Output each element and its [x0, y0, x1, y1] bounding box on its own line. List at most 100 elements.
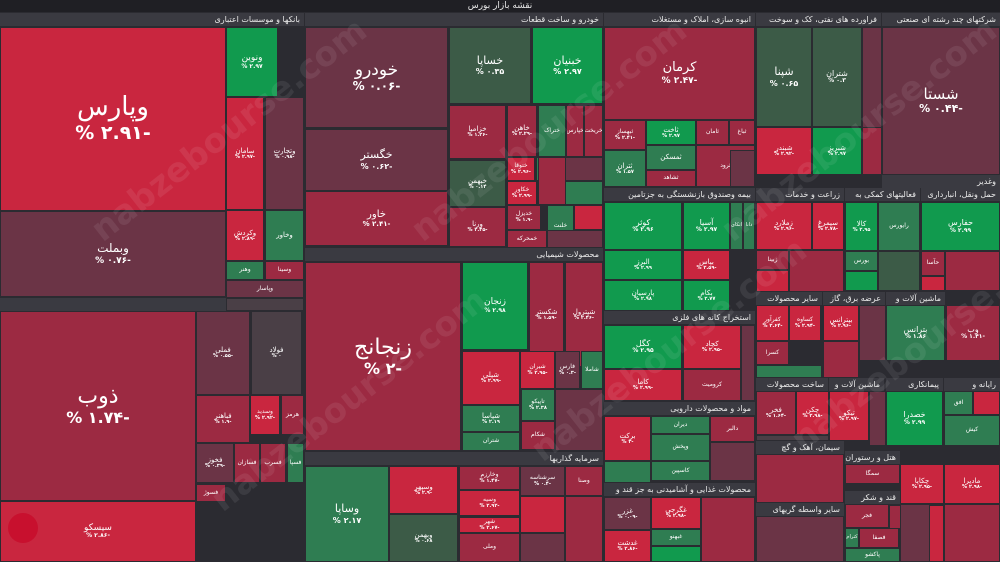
treemap-tile[interactable]: بترانس ۱.۸۶ % [886, 305, 945, 361]
treemap-tile[interactable]: خمحرکه [507, 230, 547, 248]
treemap-tile[interactable]: شکام [521, 421, 555, 450]
treemap-tile[interactable]: اتکای [730, 202, 743, 250]
treemap-tile[interactable]: ثامان [696, 120, 729, 145]
treemap-tile[interactable]: پارسیان ۲.۹۸ % [604, 280, 682, 311]
treemap-tile[interactable]: شکستر -۱.۵۹ % [529, 262, 564, 367]
treemap-tile[interactable]: زنجان ۲.۹۸ % [462, 262, 528, 350]
treemap-tile[interactable]: برکت -۳ % [604, 416, 651, 461]
treemap-tile[interactable]: وبملت -۰.۷۶ % [0, 211, 226, 297]
treemap-tile[interactable]: دالبر [710, 416, 755, 442]
treemap-cell[interactable] [565, 496, 603, 562]
treemap-tile[interactable]: کگل ۲.۹۵ % [604, 325, 682, 369]
treemap-tile[interactable]: فارس -۰.۳ % [555, 351, 580, 389]
treemap-tile[interactable]: فجر [845, 504, 889, 528]
treemap-tile[interactable]: ذوب -۱.۷۴ % [0, 311, 196, 501]
treemap-cell[interactable] [710, 442, 755, 481]
treemap-tile[interactable]: ختوقا -۲.۹۶ % [507, 157, 535, 181]
treemap-cell[interactable] [520, 533, 565, 562]
treemap-cell[interactable] [756, 270, 789, 292]
treemap-tile[interactable]: فخر -۱.۶۴ % [756, 391, 796, 435]
treemap-tile[interactable]: شبندر -۲.۹۲ % [756, 127, 812, 175]
treemap-cell[interactable] [756, 435, 829, 441]
treemap-cell[interactable] [945, 251, 1000, 291]
treemap-tile[interactable]: ورنا -۲.۴۵ % [449, 207, 506, 247]
treemap-tile[interactable]: ثباغ [729, 120, 755, 145]
treemap-tile[interactable]: بورس [845, 251, 878, 271]
treemap-tile[interactable]: فملی -۰.۵۵ % [196, 311, 250, 395]
treemap-tile[interactable]: کرومیت [683, 369, 741, 401]
treemap-tile[interactable]: خصدرا ۲.۹۹ % [886, 391, 943, 446]
treemap-tile[interactable]: خودرو -۰.۰۶ % [305, 27, 448, 128]
treemap-cell[interactable] [730, 150, 755, 187]
treemap-tile[interactable]: شاملا [581, 351, 603, 389]
treemap-tile[interactable]: خاور -۲.۴۱ % [305, 191, 448, 246]
treemap-cell[interactable] [741, 325, 755, 401]
treemap-tile[interactable]: ثاخت ۲.۹۷ % [646, 120, 696, 145]
treemap-tile[interactable]: وخارزم -۱.۴۷ % [459, 466, 520, 490]
treemap-cell[interactable] [555, 389, 603, 451]
treemap-tile[interactable]: وسدید -۲.۹۲ % [250, 395, 280, 435]
treemap-tile[interactable]: کفرآور -۲.۶۴ % [756, 305, 789, 341]
treemap-tile[interactable]: خبنیان ۲.۹۷ % [532, 27, 603, 104]
treemap-cell[interactable] [929, 505, 944, 562]
treemap-cell[interactable] [973, 391, 1000, 415]
treemap-tile[interactable]: وصنا [565, 466, 603, 496]
treemap-tile[interactable]: کساوه -۲.۹۴ % [789, 305, 821, 341]
treemap-cell[interactable] [944, 504, 1000, 562]
treemap-tile[interactable]: شهر -۲.۶۷ % [459, 517, 520, 533]
treemap-tile[interactable]: فصفا [859, 528, 899, 548]
treemap-tile[interactable]: کوثر ۲.۹۶ % [604, 202, 682, 250]
treemap-tile[interactable]: کاما -۲.۹۹ % [604, 369, 682, 401]
treemap-tile[interactable]: وهنر [226, 261, 264, 280]
treemap-tile[interactable]: چکن -۲.۹۸ % [796, 391, 829, 435]
treemap-tile[interactable]: البرز ۲.۹۹ % [604, 250, 682, 280]
treemap-tile[interactable]: حفارس ۲.۹۹ % [921, 202, 1000, 251]
treemap-tile[interactable]: آسیا ۲.۹۷ % [683, 202, 730, 250]
treemap-tile[interactable]: ثبهساز -۲.۴۱ % [604, 120, 646, 150]
treemap-tile[interactable]: وسیه -۲.۹۲ % [459, 490, 520, 516]
treemap-cell[interactable] [538, 157, 566, 205]
treemap-tile[interactable]: کسرا [756, 341, 789, 365]
treemap-tile[interactable]: افق [944, 391, 973, 415]
treemap-tile[interactable]: بپاس -۲.۵۹ % [683, 250, 730, 280]
treemap-tile[interactable]: فولاد ۰ % [251, 311, 302, 395]
treemap-tile[interactable]: وسینا [265, 261, 304, 280]
treemap-tile[interactable]: وخاور [265, 210, 304, 261]
treemap-tile[interactable]: خساپا ۰.۳۵ % [449, 27, 531, 104]
treemap-cell[interactable] [859, 305, 886, 361]
treemap-tile[interactable]: وسپهر -۲.۹ % [389, 466, 458, 514]
treemap-tile[interactable]: شتران [462, 432, 520, 451]
treemap-tile[interactable]: وب -۱.۴۱ % [946, 305, 1000, 361]
treemap-cell[interactable] [604, 461, 651, 483]
treemap-tile[interactable]: خگستر -۰.۶۲ % [305, 129, 448, 191]
treemap-tile[interactable]: وبهمن ۰.۶۸ % [389, 514, 458, 562]
treemap-tile[interactable]: فباهنر -۱.۹ % [196, 395, 250, 443]
treemap-tile[interactable]: دانا [743, 202, 755, 250]
treemap-tile[interactable]: خریخت [584, 105, 603, 157]
treemap-tile[interactable]: وپاسار [226, 280, 304, 298]
treemap-tile[interactable]: فسپا [287, 443, 304, 483]
treemap-tile[interactable]: خاهن -۲.۲۹ % [507, 105, 537, 157]
treemap-tile[interactable]: کترام [845, 528, 859, 548]
treemap-tile[interactable]: زنجانج -۲ % [305, 262, 461, 451]
treemap-tile[interactable]: مادیرا -۲.۹۸ % [944, 464, 1000, 504]
treemap-tile[interactable]: ونوین ۲.۹۷ % [226, 27, 278, 97]
treemap-cell[interactable] [520, 496, 565, 533]
treemap-cell[interactable] [862, 127, 882, 175]
treemap-cell[interactable] [226, 298, 304, 311]
treemap-tile[interactable]: ختراک [538, 105, 566, 157]
treemap-tile[interactable]: شپنا ۰.۶۵ % [756, 27, 812, 127]
treemap-cell[interactable] [547, 230, 603, 248]
treemap-tile[interactable]: غبهنو [651, 529, 701, 546]
treemap-tile[interactable]: سمگا [845, 464, 900, 484]
treemap-tile[interactable]: غگرجی -۲.۹۸ % [651, 497, 701, 529]
treemap-tile[interactable]: بکام ۲.۷۷ % [683, 280, 730, 311]
treemap-tile[interactable]: بپترانس -۲.۹۶ % [823, 305, 859, 341]
treemap-tile[interactable]: حآسا [921, 251, 945, 276]
treemap-tile[interactable]: کالا ۲.۹۵ % [845, 202, 878, 251]
treemap-tile[interactable]: شبریز ۲.۹۷ % [812, 127, 862, 175]
treemap-tile[interactable]: شتران ۰.۳ % [812, 27, 862, 127]
treemap-tile[interactable]: وکردش -۲.۸۹ % [226, 210, 264, 261]
treemap-cell[interactable] [878, 251, 920, 291]
treemap-tile[interactable]: تیکو -۲.۹۷ % [829, 391, 869, 441]
